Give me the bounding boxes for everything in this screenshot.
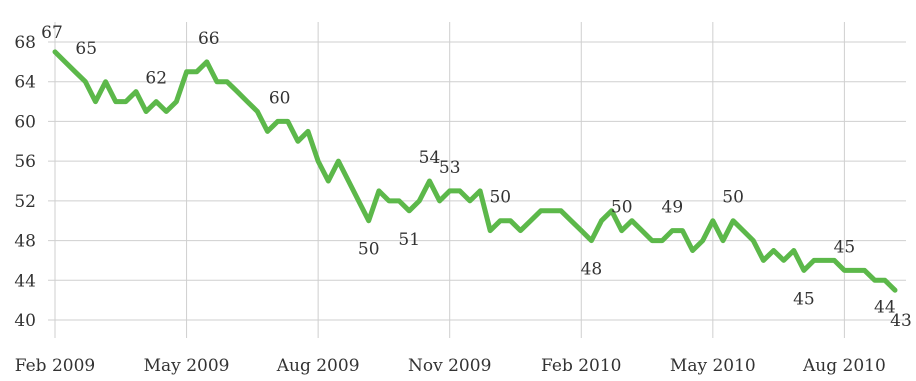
data-label: 44 <box>874 297 896 317</box>
x-tick-label: Feb 2010 <box>541 356 621 376</box>
y-tick-label: 48 <box>14 232 36 252</box>
data-label: 51 <box>398 230 420 250</box>
series-layer <box>52 49 898 293</box>
data-label: 48 <box>581 260 603 280</box>
data-label: 65 <box>75 39 97 59</box>
data-label: 49 <box>662 198 684 218</box>
data-label: 54 <box>419 148 441 168</box>
data-label: 53 <box>439 158 461 178</box>
data-label: 62 <box>145 69 167 89</box>
y-axis-ticks: 40 44 48 52 56 60 64 68 <box>14 33 36 331</box>
grid <box>48 22 906 338</box>
y-tick-label: 52 <box>14 192 36 212</box>
x-tick-label: Aug 2010 <box>802 356 886 376</box>
x-tick-label: Feb 2009 <box>15 356 95 376</box>
series-line <box>52 49 898 293</box>
data-label: 50 <box>489 188 511 208</box>
x-axis-ticks: Feb 2009 May 2009 Aug 2009 Nov 2009 Feb 2010… <box>15 356 886 376</box>
data-label: 50 <box>358 240 380 260</box>
data-label: 60 <box>269 88 291 108</box>
y-tick-label: 68 <box>14 33 36 53</box>
x-tick-label: Nov 2009 <box>408 356 491 376</box>
y-tick-label: 40 <box>14 311 36 331</box>
data-label: 66 <box>198 29 220 49</box>
data-label: 50 <box>611 198 633 218</box>
y-tick-label: 64 <box>14 73 36 93</box>
data-label: 45 <box>793 289 815 309</box>
data-label: 50 <box>722 188 744 208</box>
y-tick-label: 44 <box>14 271 36 291</box>
data-label: 43 <box>890 311 912 331</box>
data-label: 45 <box>834 237 856 257</box>
x-tick-label: May 2009 <box>144 356 230 376</box>
y-tick-label: 56 <box>14 152 36 172</box>
x-tick-label: May 2010 <box>670 356 756 376</box>
x-tick-label: Aug 2009 <box>276 356 360 376</box>
y-tick-label: 60 <box>14 112 36 132</box>
data-label: 67 <box>41 23 63 43</box>
